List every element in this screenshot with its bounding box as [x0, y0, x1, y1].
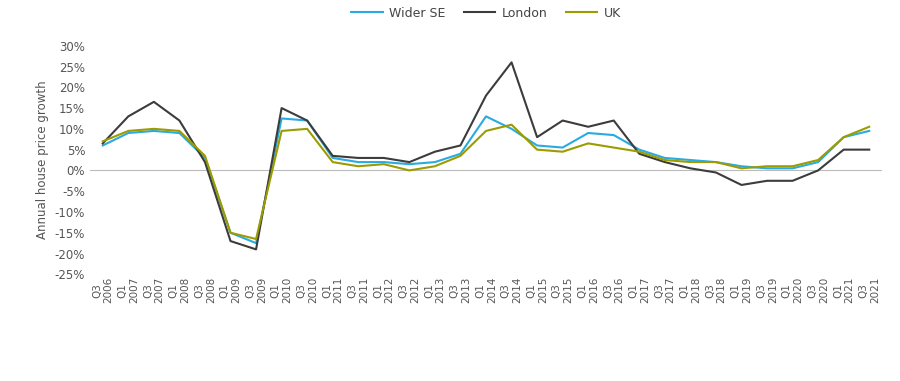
Wider SE	[148, 129, 159, 133]
Wider SE	[761, 166, 772, 171]
Wider SE	[225, 231, 236, 235]
UK	[736, 166, 747, 171]
UK	[838, 135, 849, 139]
UK	[660, 158, 670, 162]
Wider SE	[123, 131, 134, 135]
UK	[123, 129, 134, 133]
Wider SE	[788, 166, 798, 171]
Wider SE	[685, 158, 696, 162]
London	[813, 168, 824, 173]
London	[685, 166, 696, 171]
Y-axis label: Annual house price growth: Annual house price growth	[36, 81, 50, 239]
UK	[429, 164, 440, 168]
Wider SE	[736, 164, 747, 168]
Legend: Wider SE, London, UK: Wider SE, London, UK	[346, 2, 626, 25]
Wider SE	[864, 129, 875, 133]
UK	[455, 154, 466, 158]
UK	[864, 125, 875, 129]
UK	[788, 164, 798, 168]
Wider SE	[608, 133, 619, 138]
London	[506, 60, 517, 65]
Wider SE	[557, 145, 568, 150]
Wider SE	[200, 156, 211, 160]
London	[174, 118, 184, 123]
UK	[148, 126, 159, 131]
Wider SE	[660, 156, 670, 160]
UK	[583, 141, 594, 146]
UK	[353, 164, 364, 168]
Wider SE	[710, 160, 721, 164]
London	[838, 147, 849, 152]
Wider SE	[378, 160, 389, 164]
London	[761, 179, 772, 183]
Wider SE	[97, 143, 108, 148]
UK	[557, 149, 568, 154]
London	[583, 125, 594, 129]
Wider SE	[429, 160, 440, 164]
London	[532, 135, 543, 139]
UK	[506, 122, 517, 127]
Wider SE	[838, 135, 849, 139]
UK	[404, 168, 415, 173]
UK	[761, 164, 772, 168]
London	[660, 160, 670, 164]
Line: UK: UK	[103, 125, 869, 239]
London	[97, 141, 108, 146]
UK	[608, 145, 619, 150]
UK	[302, 126, 312, 131]
UK	[813, 158, 824, 162]
London	[864, 147, 875, 152]
UK	[481, 129, 491, 133]
Wider SE	[634, 147, 644, 152]
Wider SE	[353, 160, 364, 164]
Wider SE	[481, 114, 491, 118]
UK	[276, 129, 287, 133]
Wider SE	[404, 162, 415, 166]
London	[353, 156, 364, 160]
London	[276, 106, 287, 110]
UK	[200, 154, 211, 158]
Wider SE	[174, 131, 184, 135]
Wider SE	[583, 131, 594, 135]
London	[788, 179, 798, 183]
Wider SE	[532, 143, 543, 148]
London	[608, 118, 619, 123]
Wider SE	[328, 156, 338, 160]
London	[225, 239, 236, 243]
London	[328, 154, 338, 158]
London	[455, 143, 466, 148]
UK	[225, 231, 236, 235]
London	[710, 170, 721, 175]
London	[634, 152, 644, 156]
Wider SE	[506, 126, 517, 131]
UK	[174, 129, 184, 133]
London	[557, 118, 568, 123]
Line: London: London	[103, 62, 869, 250]
UK	[251, 237, 262, 241]
London	[429, 149, 440, 154]
Wider SE	[302, 118, 312, 123]
London	[404, 160, 415, 164]
Wider SE	[813, 160, 824, 164]
UK	[328, 160, 338, 164]
UK	[97, 139, 108, 144]
London	[251, 247, 262, 252]
UK	[685, 160, 696, 164]
London	[736, 182, 747, 187]
UK	[710, 160, 721, 164]
UK	[532, 147, 543, 152]
Line: Wider SE: Wider SE	[103, 116, 869, 243]
Wider SE	[455, 152, 466, 156]
London	[481, 93, 491, 98]
London	[378, 156, 389, 160]
London	[123, 114, 134, 118]
London	[148, 99, 159, 104]
UK	[634, 149, 644, 154]
UK	[378, 162, 389, 166]
London	[200, 160, 211, 164]
London	[302, 118, 312, 123]
Wider SE	[276, 116, 287, 121]
Wider SE	[251, 241, 262, 245]
